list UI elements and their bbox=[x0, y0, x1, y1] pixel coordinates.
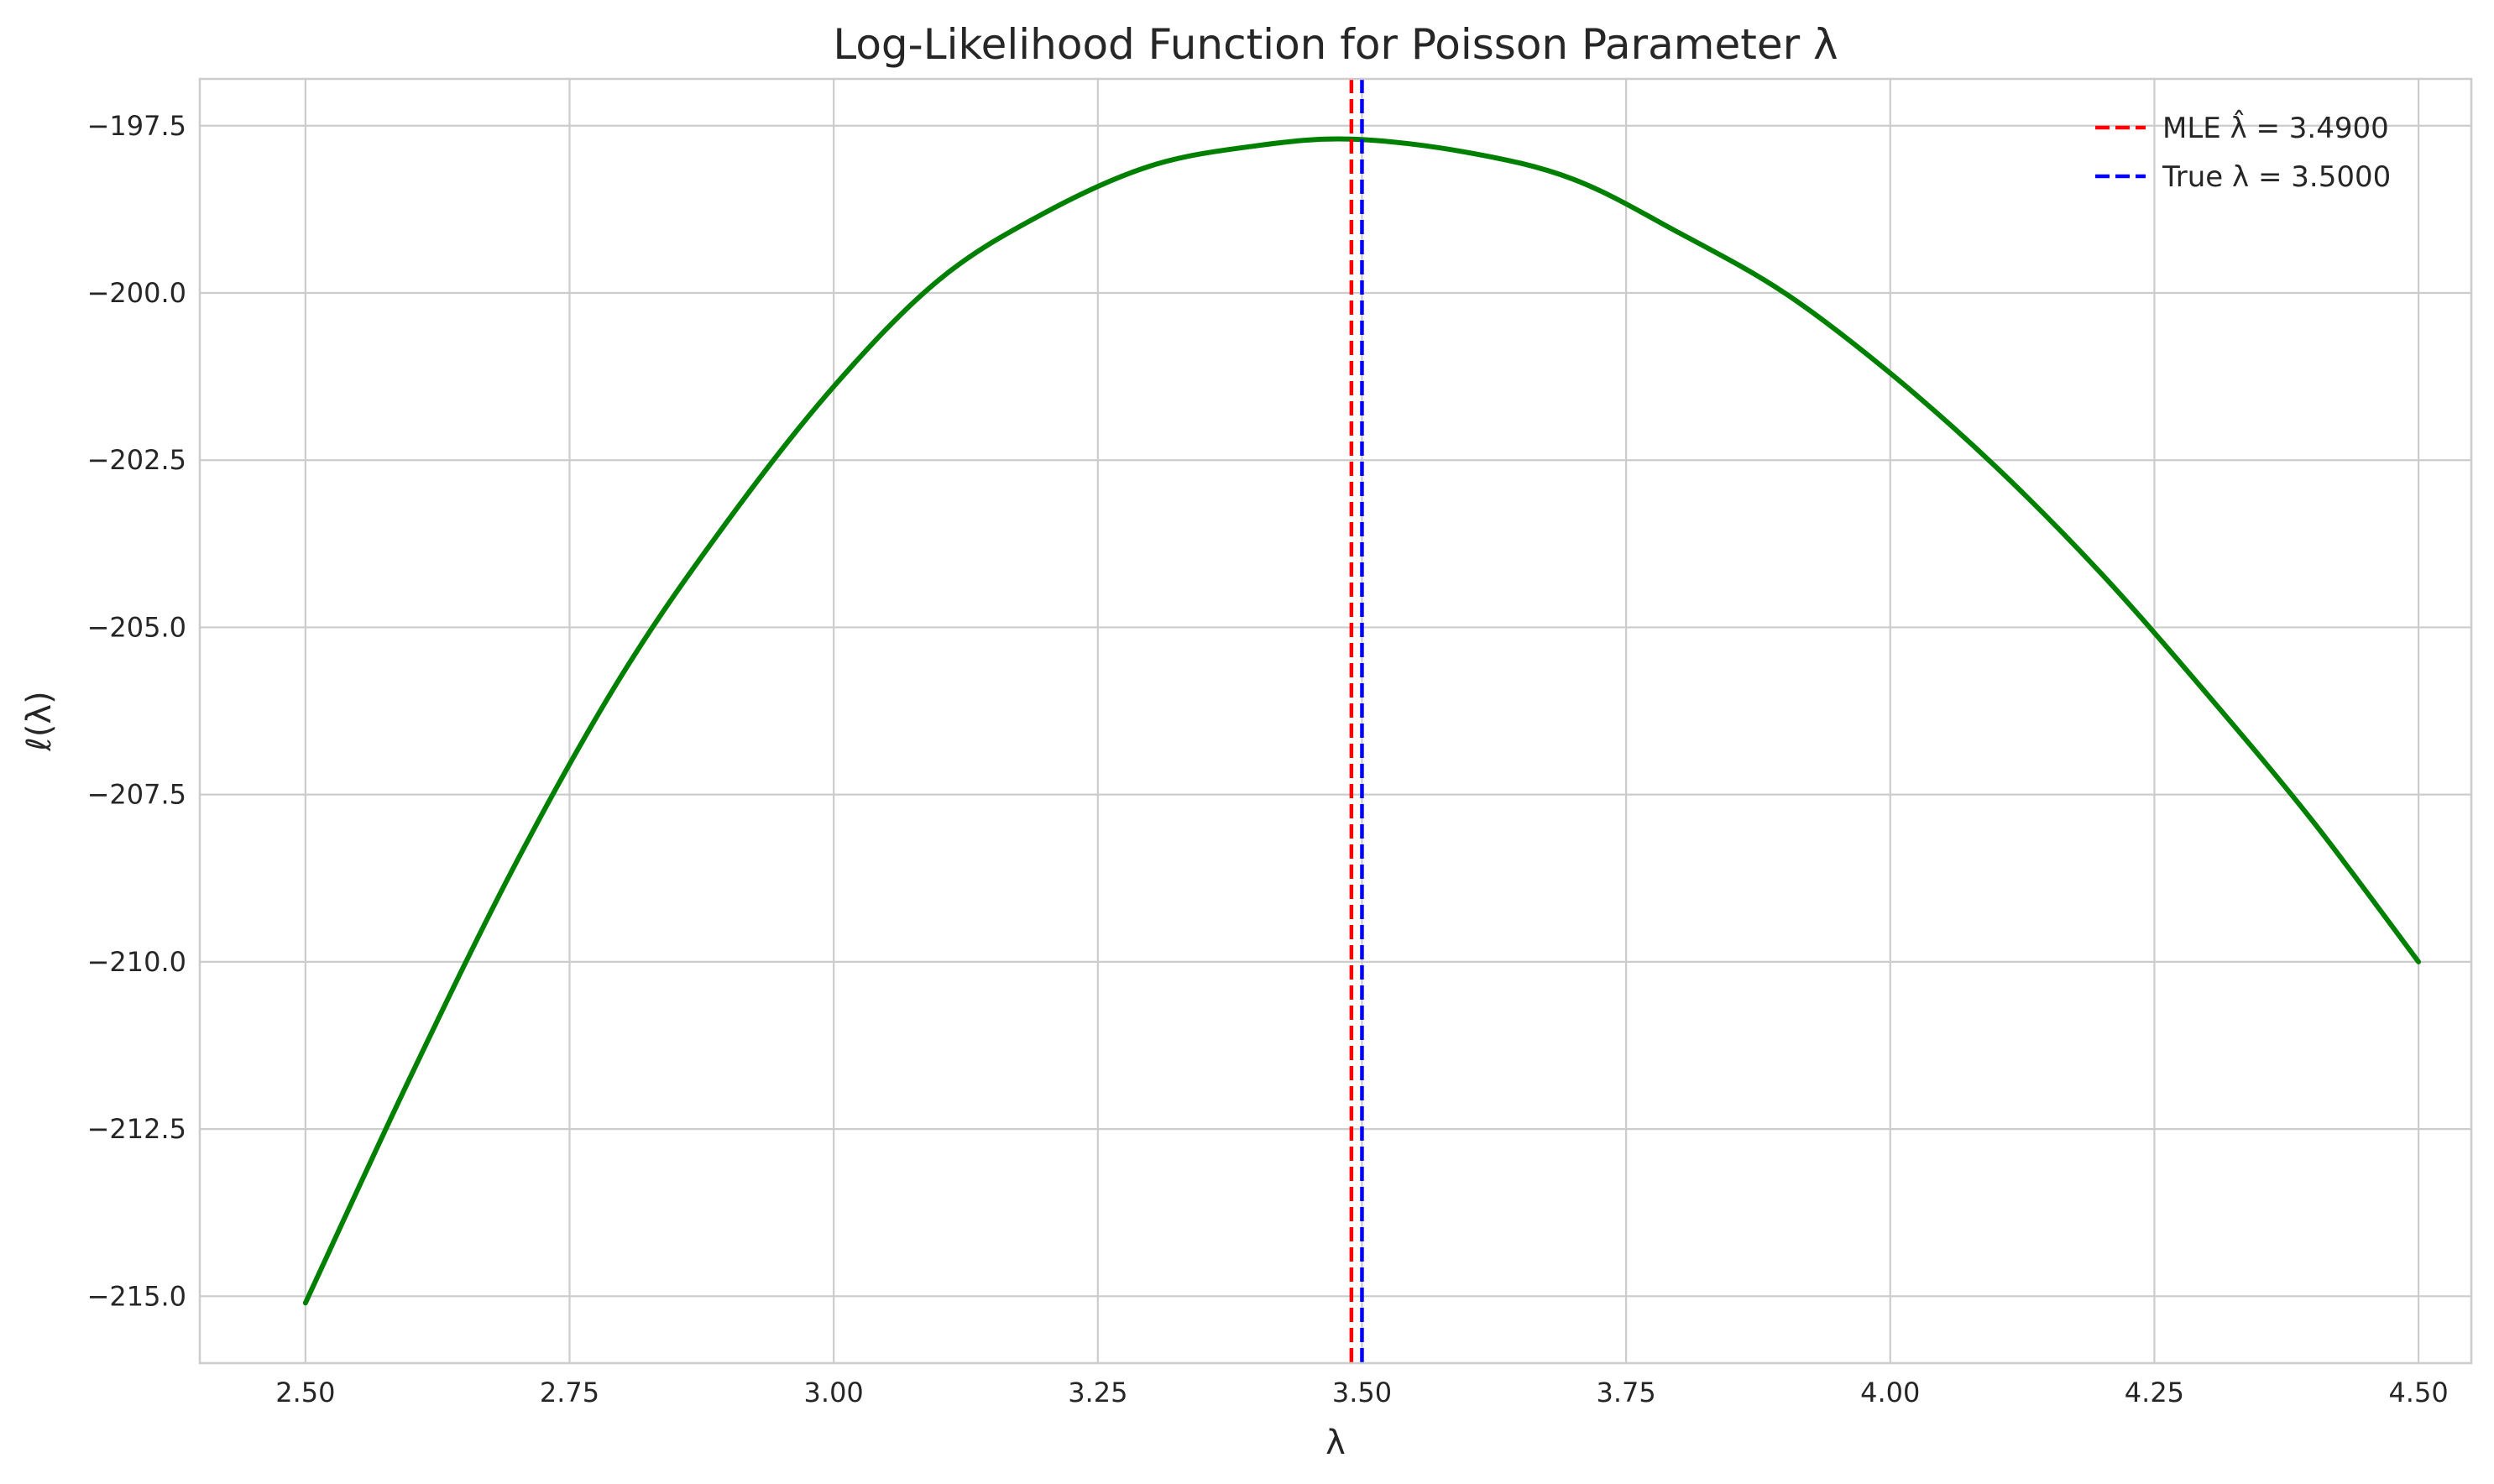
x-tick-label: 4.25 bbox=[2125, 1377, 2184, 1408]
y-tick-label: −197.5 bbox=[87, 110, 186, 142]
y-tick-label: −202.5 bbox=[87, 444, 186, 476]
tick-labels: 2.50 2.75 3.00 3.25 3.50 3.75 4.00 4.25 4.50 −197… bbox=[87, 110, 2449, 1408]
y-axis-label: ℓ(λ) bbox=[20, 691, 59, 751]
x-tick-label: 4.50 bbox=[2388, 1377, 2448, 1408]
chart-title: Log-Likelihood Function for Poisson Para… bbox=[833, 20, 1838, 69]
y-tick-label: −205.0 bbox=[87, 611, 186, 643]
log-likelihood-line bbox=[302, 136, 2422, 1306]
plot-frame bbox=[198, 77, 2473, 1365]
x-tick-label: 2.75 bbox=[540, 1377, 599, 1408]
legend: MLE λ̂ = 3.4900 True λ = 3.5000 bbox=[2095, 110, 2391, 194]
grid bbox=[200, 79, 2471, 1363]
legend-label: MLE λ̂ = 3.4900 bbox=[2162, 110, 2389, 145]
y-tick-label: −212.5 bbox=[87, 1113, 186, 1145]
y-tick-label: −210.0 bbox=[87, 946, 186, 978]
series-layer bbox=[302, 136, 2422, 1306]
x-tick-label: 3.25 bbox=[1068, 1377, 1127, 1408]
y-tick-label: −200.0 bbox=[87, 277, 186, 309]
x-tick-label: 3.00 bbox=[804, 1377, 864, 1408]
x-tick-label: 4.00 bbox=[1860, 1377, 1920, 1408]
y-tick-label: −207.5 bbox=[87, 779, 186, 811]
legend-label: True λ = 3.5000 bbox=[2162, 160, 2391, 194]
x-tick-label: 3.75 bbox=[1596, 1377, 1655, 1408]
x-axis-label: λ bbox=[1325, 1424, 1346, 1462]
x-tick-label: 3.50 bbox=[1332, 1377, 1392, 1408]
reference-lines bbox=[1349, 79, 1364, 1363]
y-tick-label: −215.0 bbox=[87, 1280, 186, 1312]
x-tick-label: 2.50 bbox=[275, 1377, 335, 1408]
